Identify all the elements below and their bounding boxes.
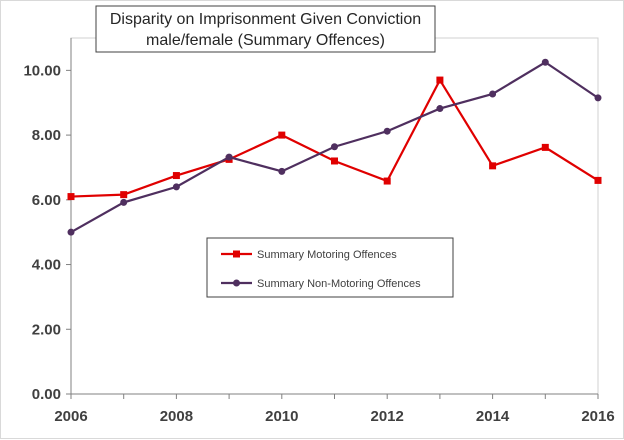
data-point-square (278, 131, 286, 139)
data-point-circle (331, 143, 338, 151)
x-tick-label: 2012 (371, 408, 404, 425)
data-point-circle (541, 58, 549, 66)
y-tick-label: 4.00 (32, 257, 61, 274)
data-point-square (383, 177, 391, 185)
x-tick-label: 2014 (476, 408, 510, 425)
data-point-circle (594, 94, 602, 102)
legend-label: Summary Motoring Offences (257, 249, 397, 261)
x-tick-label: 2008 (160, 408, 193, 425)
chart-subtitle: male/female (Summary Offences) (146, 32, 385, 49)
chart-title: Disparity on Imprisonment Given Convicti… (110, 11, 421, 28)
data-point-square (172, 172, 180, 180)
x-tick-label: 2016 (581, 408, 614, 425)
data-point-circle (489, 90, 497, 98)
legend-box (206, 237, 454, 298)
data-point-square (594, 176, 602, 184)
y-tick-label: 6.00 (32, 192, 61, 209)
axes: 0.00 2.00 4.00 6.00 8.00 10.00 2006 2008 2010 201… (23, 38, 615, 425)
y-tick-label: 8.00 (32, 127, 61, 144)
legend-marker-square (233, 250, 240, 258)
title-box-border (95, 5, 436, 53)
legend-label: Summary Non-Motoring Offences (257, 278, 421, 290)
x-tick-label: 2010 (265, 408, 298, 425)
data-point-circle (172, 183, 180, 191)
data-point-square (436, 76, 444, 84)
data-point-circle (383, 127, 391, 135)
data-point-circle (225, 153, 233, 161)
series-layer (67, 58, 602, 236)
y-tick-label: 0.00 (32, 386, 61, 403)
data-point-circle (436, 105, 444, 113)
legend-marker-circle (233, 279, 240, 287)
data-point-square (331, 157, 338, 165)
plot-area-frame (70, 37, 599, 395)
chart-title-box: Disparity on Imprisonment Given Convicti… (95, 5, 436, 53)
data-point-circle (120, 198, 128, 206)
series-line-1 (70, 77, 599, 198)
y-tick-label: 10.00 (23, 62, 61, 79)
y-tick-label: 2.00 (32, 321, 61, 338)
data-point-square (67, 193, 75, 201)
data-point-circle (67, 228, 75, 236)
x-tick-label: 2006 (54, 408, 87, 425)
data-point-square (489, 162, 497, 170)
legend: Summary Motoring Offences Summary Non-Mot… (206, 237, 454, 298)
data-point-circle (278, 167, 286, 175)
data-point-square (541, 143, 549, 151)
data-point-square (120, 191, 128, 199)
